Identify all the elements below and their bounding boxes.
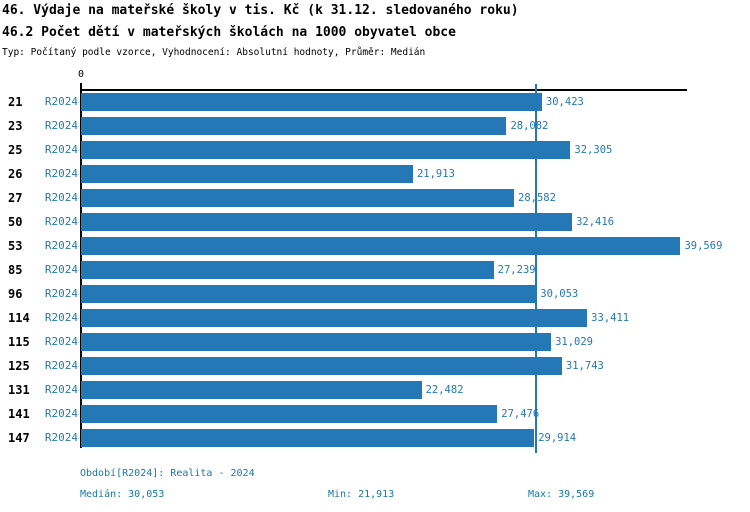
bar-row: 23 R2024 28,082: [0, 117, 750, 135]
x-axis-top-line: [80, 89, 687, 91]
bar-row: 115 R2024 31,029: [0, 333, 750, 351]
bar: [81, 141, 571, 159]
bar: [81, 309, 588, 327]
bar-value-label: 27,239: [497, 264, 536, 276]
footer-max-stat: Max: 39,569: [528, 489, 595, 500]
bar: [81, 165, 413, 183]
bar-row: 53 R2024 39,569: [0, 237, 750, 255]
bar: [81, 189, 515, 207]
row-period-label: R2024: [44, 239, 78, 252]
bar-value-label: 32,305: [574, 144, 613, 156]
bar: [81, 261, 494, 279]
bar-value-label: 30,053: [540, 288, 579, 300]
footer-median-stat: Medián: 30,053: [80, 489, 165, 500]
y-axis-line: [79, 83, 82, 448]
row-category-label: 85: [8, 263, 23, 277]
bar-value-label: 30,423: [545, 96, 584, 108]
bar-row: 26 R2024 21,913: [0, 165, 750, 183]
bar-value-label: 33,411: [591, 312, 630, 324]
bar-row: 96 R2024 30,053: [0, 285, 750, 303]
bar: [81, 381, 422, 399]
row-period-label: R2024: [44, 431, 78, 444]
bar-row: 125 R2024 31,743: [0, 357, 750, 375]
row-category-label: 115: [8, 335, 30, 349]
chart-subtitle: 46.2 Počet dětí v mateřských školách na …: [2, 25, 456, 40]
bar: [81, 237, 681, 255]
row-period-label: R2024: [44, 167, 78, 180]
median-reference-line: [535, 84, 537, 453]
bar: [81, 93, 542, 111]
bar-value-label: 22,482: [425, 384, 464, 396]
row-category-label: 23: [8, 119, 23, 133]
row-category-label: 131: [8, 383, 30, 397]
bar-value-label: 27,476: [501, 408, 540, 420]
bar-value-label: 28,082: [510, 120, 549, 132]
row-period-label: R2024: [44, 191, 78, 204]
row-category-label: 125: [8, 359, 30, 373]
bar: [81, 333, 552, 351]
bar: [81, 285, 537, 303]
bar-row: 147 R2024 29,914: [0, 429, 750, 447]
bar-row: 85 R2024 27,239: [0, 261, 750, 279]
bar-row: 131 R2024 22,482: [0, 381, 750, 399]
row-period-label: R2024: [44, 335, 78, 348]
row-period-label: R2024: [44, 407, 78, 420]
bar-value-label: 31,029: [555, 336, 594, 348]
bar-value-label: 21,913: [416, 168, 455, 180]
bar-value-label: 29,914: [538, 432, 577, 444]
bar-row: 141 R2024 27,476: [0, 405, 750, 423]
row-period-label: R2024: [44, 215, 78, 228]
bar: [81, 357, 562, 375]
row-category-label: 53: [8, 239, 23, 253]
bar-value-label: 32,416: [576, 216, 615, 228]
row-period-label: R2024: [44, 143, 78, 156]
bar-row: 21 R2024 30,423: [0, 93, 750, 111]
row-period-label: R2024: [44, 359, 78, 372]
row-category-label: 21: [8, 95, 23, 109]
bar: [81, 213, 573, 231]
row-period-label: R2024: [44, 95, 78, 108]
bar-value-label: 31,743: [565, 360, 604, 372]
bar: [81, 117, 507, 135]
footer-period-line: Období[R2024]: Realita - 2024: [80, 468, 255, 479]
row-category-label: 25: [8, 143, 23, 157]
row-category-label: 114: [8, 311, 30, 325]
row-category-label: 147: [8, 431, 30, 445]
bar-row: 114 R2024 33,411: [0, 309, 750, 327]
row-period-label: R2024: [44, 263, 78, 276]
row-period-label: R2024: [44, 287, 78, 300]
bar-row: 50 R2024 32,416: [0, 213, 750, 231]
bar-value-label: 28,582: [518, 192, 556, 204]
bar-row: 27 R2024 28,582: [0, 189, 750, 207]
row-period-label: R2024: [44, 383, 78, 396]
chart-meta-line: Typ: Počítaný podle vzorce, Vyhodnocení:…: [2, 47, 426, 58]
row-category-label: 27: [8, 191, 23, 205]
bar: [81, 405, 498, 423]
row-period-label: R2024: [44, 311, 78, 324]
footer-min-stat: Min: 21,913: [328, 489, 395, 500]
x-axis-zero-tick-label: 0: [77, 69, 85, 80]
row-category-label: 96: [8, 287, 23, 301]
bar-value-label: 39,569: [684, 240, 723, 252]
chart-title: 46. Výdaje na mateřské školy v tis. Kč (…: [2, 3, 519, 18]
bar-row: 25 R2024 32,305: [0, 141, 750, 159]
row-category-label: 50: [8, 215, 23, 229]
row-category-label: 141: [8, 407, 30, 421]
row-category-label: 26: [8, 167, 23, 181]
row-period-label: R2024: [44, 119, 78, 132]
bar: [81, 429, 535, 447]
